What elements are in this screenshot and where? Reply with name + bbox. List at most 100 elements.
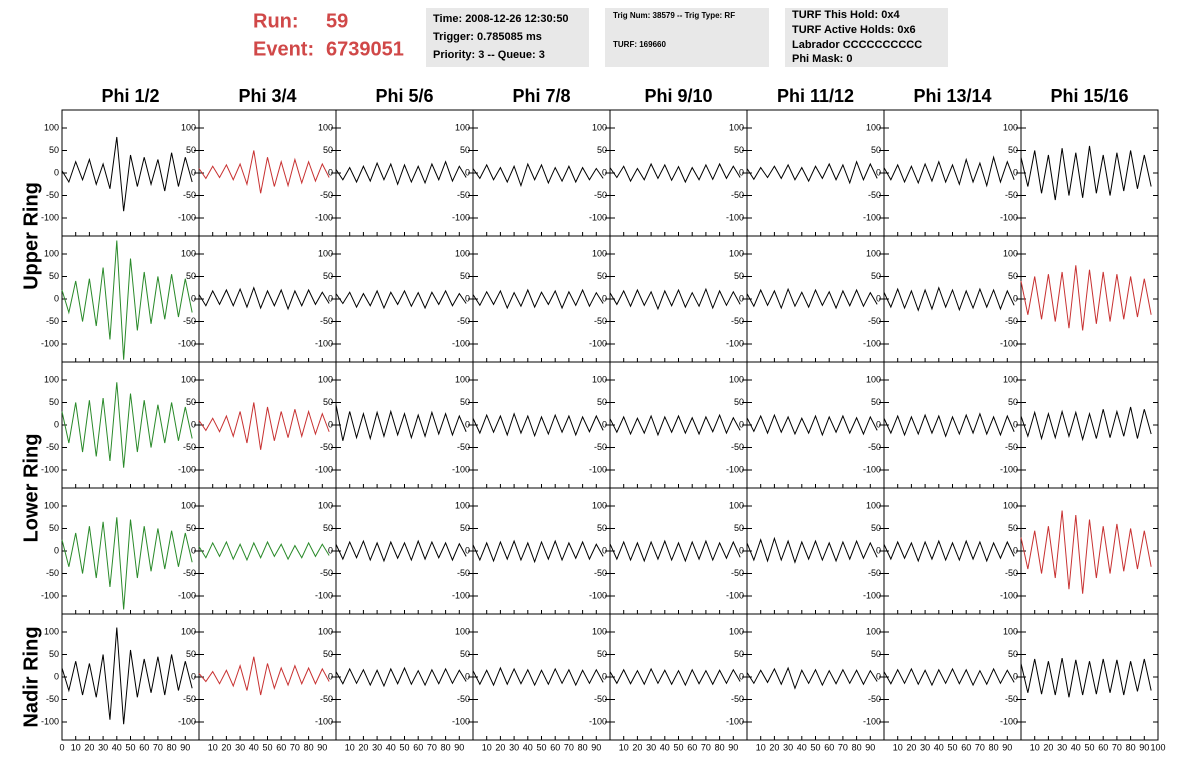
y-tick-label: 0: [1013, 293, 1018, 303]
y-tick-label: -100: [452, 212, 470, 222]
y-tick-label: -50: [457, 190, 470, 200]
y-tick-label: 50: [186, 649, 196, 659]
y-tick-label: 100: [181, 122, 196, 132]
waveform: [883, 286, 1015, 312]
x-tick-label: 50: [947, 742, 957, 752]
x-tick-label: 70: [427, 742, 437, 752]
y-tick-label: 50: [734, 523, 744, 533]
y-tick-label: -50: [46, 316, 59, 326]
ring-label: Upper Ring: [20, 182, 42, 290]
waveform: [746, 287, 878, 310]
y-tick-label: -50: [1005, 442, 1018, 452]
y-tick-label: 50: [460, 523, 470, 533]
y-tick-label: 50: [323, 649, 333, 659]
x-tick-label: 40: [249, 742, 259, 752]
y-tick-label: -100: [41, 716, 59, 726]
info-box: [785, 8, 948, 67]
waveform: [746, 160, 878, 185]
y-tick-label: 0: [328, 545, 333, 555]
x-tick-label: 30: [372, 742, 382, 752]
x-tick-label: 40: [112, 742, 122, 752]
y-tick-label: -50: [868, 568, 881, 578]
x-tick-label: 30: [1057, 742, 1067, 752]
x-tick-label: 60: [550, 742, 560, 752]
y-tick-label: 50: [871, 145, 881, 155]
x-tick-label: 90: [865, 742, 875, 752]
x-tick-label: 50: [673, 742, 683, 752]
y-tick-label: -50: [1005, 316, 1018, 326]
info-line: Phi Mask: 0: [792, 53, 853, 65]
y-tick-label: -50: [868, 316, 881, 326]
y-tick-label: -100: [726, 590, 744, 600]
y-tick-label: 0: [876, 545, 881, 555]
y-tick-label: 100: [455, 626, 470, 636]
y-tick-label: 50: [734, 271, 744, 281]
x-tick-label: 20: [84, 742, 94, 752]
y-tick-label: 100: [729, 374, 744, 384]
y-tick-label: 50: [186, 397, 196, 407]
info-line: TURF Active Holds: 0x6: [792, 24, 916, 36]
x-tick-label: 10: [345, 742, 355, 752]
y-tick-label: 100: [592, 626, 607, 636]
y-tick-label: -50: [868, 694, 881, 704]
y-tick-label: 0: [54, 419, 59, 429]
x-tick-label: 90: [1139, 742, 1149, 752]
y-tick-label: 0: [191, 545, 196, 555]
y-tick-label: 50: [871, 271, 881, 281]
info-line: Trigger: 0.785085 ms: [433, 31, 542, 43]
x-tick-label: 60: [824, 742, 834, 752]
x-tick-label: 80: [852, 742, 862, 752]
y-tick-label: 50: [460, 271, 470, 281]
y-tick-label: -100: [1000, 464, 1018, 474]
column-title: Phi 3/4: [238, 86, 296, 106]
y-tick-label: 100: [318, 374, 333, 384]
x-tick-label: 80: [304, 742, 314, 752]
y-tick-label: 100: [1003, 626, 1018, 636]
waveform: [609, 667, 741, 687]
y-tick-label: -100: [726, 716, 744, 726]
waveform: [883, 667, 1015, 687]
x-tick-label: 20: [632, 742, 642, 752]
y-tick-label: 0: [1013, 545, 1018, 555]
y-tick-label: 100: [729, 122, 744, 132]
x-tick-label: 50: [536, 742, 546, 752]
waveform: [746, 536, 878, 564]
y-tick-label: -100: [41, 464, 59, 474]
y-tick-label: -50: [46, 568, 59, 578]
x-tick-label: 70: [153, 742, 163, 752]
x-tick-label: 40: [660, 742, 670, 752]
x-tick-label: 60: [1098, 742, 1108, 752]
y-tick-label: 0: [602, 419, 607, 429]
waveform: [335, 160, 467, 186]
run-number: 59: [326, 10, 348, 32]
y-tick-label: -100: [589, 464, 607, 474]
x-tick-label: 30: [920, 742, 930, 752]
x-tick-label: 10: [71, 742, 81, 752]
y-tick-label: 100: [318, 500, 333, 510]
y-tick-label: 50: [871, 649, 881, 659]
waveform: [198, 150, 330, 194]
y-tick-label: 0: [191, 293, 196, 303]
y-tick-label: 50: [460, 649, 470, 659]
y-tick-label: -100: [41, 590, 59, 600]
x-tick-label: 100: [1150, 742, 1165, 752]
info-line: Labrador CCCCCCCCCC: [792, 39, 922, 51]
waveform: [472, 412, 604, 438]
y-tick-label: 50: [49, 271, 59, 281]
x-tick-label: 70: [701, 742, 711, 752]
y-tick-label: -100: [41, 338, 59, 348]
y-tick-label: -50: [731, 316, 744, 326]
y-tick-label: 0: [191, 419, 196, 429]
y-tick-label: -50: [868, 442, 881, 452]
column-title: Phi 15/16: [1050, 86, 1128, 106]
y-tick-label: -50: [1005, 190, 1018, 200]
x-tick-label: 70: [1112, 742, 1122, 752]
y-tick-label: 100: [866, 248, 881, 258]
y-tick-label: -100: [589, 716, 607, 726]
y-tick-label: -50: [320, 568, 333, 578]
waveform: [472, 666, 604, 687]
x-tick-label: 30: [98, 742, 108, 752]
y-tick-label: -100: [315, 338, 333, 348]
x-tick-label: 40: [797, 742, 807, 752]
